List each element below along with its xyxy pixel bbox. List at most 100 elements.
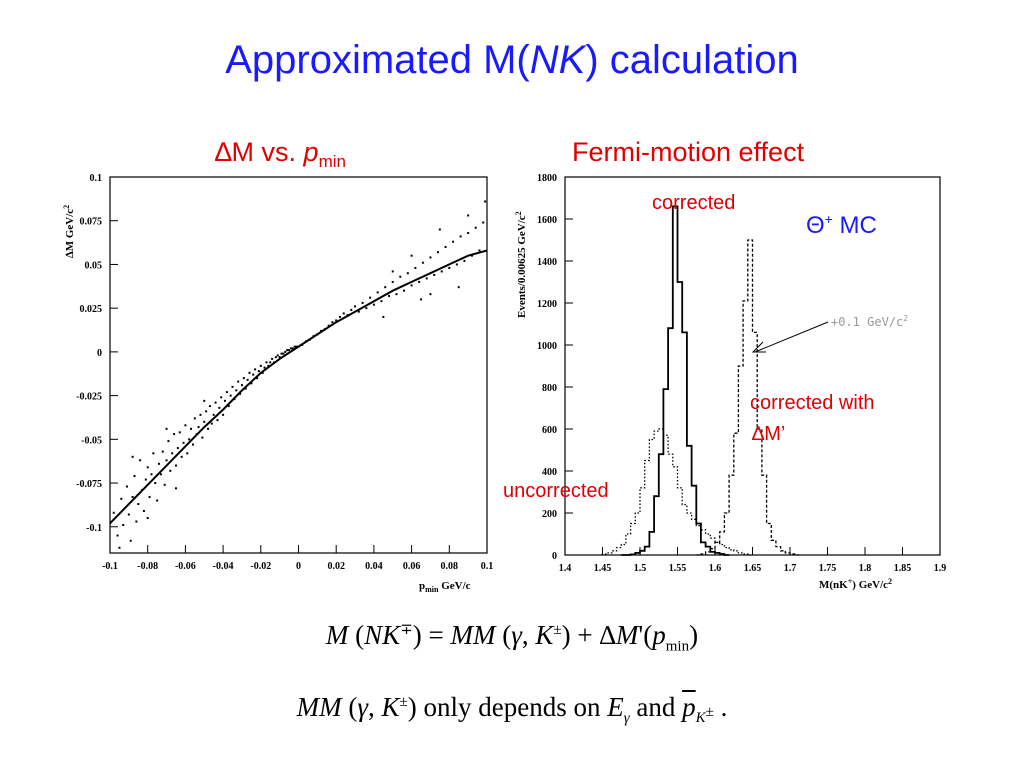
scatter-point bbox=[169, 469, 172, 472]
scatter-point bbox=[429, 256, 432, 259]
scatter-point bbox=[267, 364, 270, 367]
scatter-point bbox=[478, 249, 481, 252]
histogram-series-dotted bbox=[601, 428, 753, 556]
scatter-point bbox=[142, 510, 145, 513]
scatter-point bbox=[133, 475, 136, 478]
scatter-x-tick-label: 0 bbox=[296, 561, 301, 572]
histogram-x-tick-label: 1.75 bbox=[819, 563, 837, 574]
scatter-point bbox=[444, 245, 447, 248]
scatter-point bbox=[205, 410, 208, 413]
scatter-point bbox=[257, 370, 260, 373]
scatter-point bbox=[406, 272, 409, 275]
histogram-x-tick-label: 1.85 bbox=[894, 563, 912, 574]
histogram-series bbox=[601, 205, 800, 556]
scatter-point bbox=[174, 487, 177, 490]
scatter-point bbox=[120, 497, 123, 500]
scatter-point bbox=[167, 440, 170, 443]
scatter-x-tick-label: 0.1 bbox=[481, 561, 494, 572]
scatter-point bbox=[399, 275, 402, 278]
scatter-y-tick-label: -0.05 bbox=[81, 435, 102, 446]
corrected-label: corrected bbox=[652, 192, 735, 214]
histogram-x-tick-label: 1.6 bbox=[709, 563, 722, 574]
scatter-y-tick-label: 0.1 bbox=[90, 173, 103, 184]
scatter-point bbox=[188, 438, 191, 441]
scatter-point bbox=[116, 534, 119, 537]
histogram-ylabel: Events/0.00625 GeV/c2 bbox=[514, 211, 528, 318]
scatter-point bbox=[199, 413, 202, 416]
scatter-point bbox=[222, 413, 225, 416]
scatter-x-tick-label: -0.04 bbox=[213, 561, 234, 572]
scatter-point bbox=[197, 426, 200, 429]
scatter-point bbox=[212, 413, 215, 416]
equation-dependency: MM (γ, K±) only depends on Eγ and pK± . bbox=[296, 692, 728, 727]
histogram-y-tick-label: 1000 bbox=[537, 341, 557, 352]
scatter-point bbox=[174, 464, 177, 467]
histogram-x-tick-label: 1.65 bbox=[744, 563, 762, 574]
scatter-point bbox=[327, 324, 330, 327]
scatter-frame bbox=[109, 176, 488, 554]
uncorrected-label: uncorrected bbox=[503, 480, 609, 502]
scatter-point bbox=[137, 503, 140, 506]
histogram-subtitle: Fermi-motion effect bbox=[572, 137, 805, 167]
scatter-point bbox=[261, 371, 264, 374]
scatter-point bbox=[220, 396, 223, 399]
histogram-y-tick-label: 600 bbox=[542, 425, 557, 436]
scatter-point bbox=[457, 286, 460, 289]
scatter-point bbox=[410, 254, 413, 257]
scatter-x-tick-label: 0.06 bbox=[403, 561, 421, 572]
scatter-ylabel: ∆M GeV/c2 bbox=[62, 205, 76, 258]
scatter-point bbox=[467, 214, 470, 217]
scatter-point bbox=[410, 284, 413, 287]
histogram-xlabel: M(nK+) GeV/c2 bbox=[819, 577, 892, 591]
scatter-point bbox=[139, 459, 142, 462]
scatter-point bbox=[171, 452, 174, 455]
scatter-point bbox=[159, 473, 162, 476]
scatter-point bbox=[448, 266, 451, 269]
scatter-x-tick-label: 0.04 bbox=[365, 561, 383, 572]
scatter-point bbox=[482, 221, 485, 224]
corrected-with-delta-label: ∆M’ bbox=[752, 423, 785, 445]
scatter-point bbox=[112, 511, 115, 514]
scatter-point bbox=[135, 520, 138, 523]
equation-mass: M (NK∓) = MM (γ, K±) + ∆M'(pmin) bbox=[325, 620, 699, 655]
scatter-point bbox=[203, 399, 206, 402]
scatter-point bbox=[180, 455, 183, 458]
scatter-y-tick-label: 0.075 bbox=[80, 217, 103, 228]
scatter-point bbox=[214, 401, 217, 404]
scatter-x-tick-label: -0.1 bbox=[102, 561, 118, 572]
scatter-point bbox=[263, 366, 266, 369]
scatter-point bbox=[440, 270, 443, 273]
scatter-point bbox=[484, 200, 487, 203]
scatter-point bbox=[242, 377, 245, 380]
scatter-point bbox=[338, 315, 341, 318]
scatter-point bbox=[286, 349, 289, 352]
scatter-point bbox=[154, 482, 157, 485]
scatter-y-tick-label: -0.025 bbox=[76, 392, 102, 403]
scatter-point bbox=[418, 280, 421, 283]
scatter-point bbox=[129, 539, 132, 542]
scatter-point bbox=[248, 371, 251, 374]
scatter-point bbox=[165, 459, 168, 462]
scatter-point bbox=[342, 312, 345, 315]
histogram-series-solid bbox=[621, 205, 730, 556]
histogram-series-dashed bbox=[696, 239, 800, 556]
scatter-point bbox=[452, 240, 455, 243]
scatter-point bbox=[265, 361, 268, 364]
scatter-point bbox=[256, 377, 259, 380]
scatter-point bbox=[173, 433, 176, 436]
histogram-x-tick-label: 1.5 bbox=[634, 563, 647, 574]
histogram-x-tick-label: 1.9 bbox=[934, 563, 947, 574]
scatter-point bbox=[278, 356, 281, 359]
scatter-point bbox=[193, 417, 196, 420]
scatter-point bbox=[216, 419, 219, 422]
scatter-point bbox=[229, 394, 232, 397]
scatter-point bbox=[182, 441, 185, 444]
scatter-point bbox=[146, 466, 149, 469]
scatter-point bbox=[240, 384, 243, 387]
scatter-point bbox=[190, 427, 193, 430]
scatter-point bbox=[271, 357, 274, 360]
scatter-y-tick-label: 0.05 bbox=[85, 260, 103, 271]
scatter-point bbox=[274, 356, 277, 359]
scatter-point bbox=[470, 254, 473, 257]
scatter-point bbox=[380, 300, 383, 303]
